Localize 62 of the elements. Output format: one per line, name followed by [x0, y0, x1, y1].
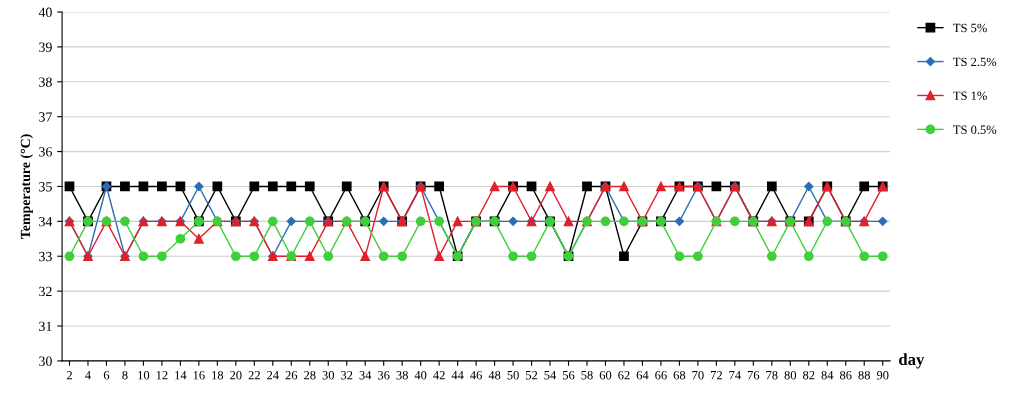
x-tick-label: 50	[507, 370, 519, 380]
x-tick-label: 10	[138, 370, 150, 380]
legend-label: TS 0.5%	[953, 125, 997, 134]
legend-label: TS 1%	[953, 91, 987, 101]
x-tick-label: 54	[544, 371, 557, 380]
y-tick-label: 33	[39, 251, 52, 262]
x-tick-label: 32	[341, 371, 353, 380]
x-tick-label: 38	[396, 370, 408, 380]
x-tick-label: 16	[193, 371, 205, 380]
y-tick-label: 35	[39, 182, 52, 192]
x-tick-label: 26	[285, 371, 298, 380]
x-tick-label: 76	[747, 371, 760, 380]
y-axis-title: Temperature (°C)	[20, 134, 33, 239]
x-tick-label: 46	[470, 371, 482, 380]
x-tick-label: 44	[451, 371, 464, 380]
x-tick-label: 62	[618, 371, 630, 380]
x-tick-label: 6	[103, 371, 110, 380]
x-tick-label: 74	[729, 371, 741, 380]
x-tick-label: 66	[655, 371, 667, 380]
x-tick-label: 52	[526, 371, 538, 380]
x-tick-label: 36	[378, 371, 390, 380]
x-tick-label: 12	[156, 371, 168, 380]
x-tick-label: 24	[267, 371, 279, 380]
x-tick-label: 88	[858, 370, 870, 380]
x-tick-label: 64	[636, 371, 649, 380]
x-tick-label: 48	[488, 370, 501, 380]
y-tick-label: 37	[39, 112, 52, 122]
y-tick-label: 30	[39, 356, 52, 366]
x-tick-label: 90	[876, 370, 889, 380]
x-tick-label: 58	[581, 370, 593, 380]
x-tick-label: 86	[839, 370, 852, 380]
x-tick-label: 78	[766, 370, 778, 380]
x-tick-label: 30	[322, 370, 335, 380]
y-tick-label: 38	[39, 77, 52, 87]
x-tick-label: 60	[599, 370, 612, 380]
x-tick-label: 70	[692, 370, 704, 380]
x-tick-label: 28	[304, 370, 316, 380]
x-tick-label: 14	[175, 371, 187, 380]
x-tick-label: 18	[212, 370, 224, 380]
legend-label: TS 2.5%	[953, 57, 997, 67]
x-tick-label: 22	[248, 371, 260, 380]
x-tick-label: 68	[673, 370, 686, 380]
x-tick-label: 56	[562, 371, 575, 380]
y-tick-label: 32	[39, 286, 52, 297]
y-tick-label: 40	[38, 7, 52, 17]
y-tick-label: 36	[39, 147, 52, 157]
y-tick-label: 39	[39, 42, 52, 52]
y-tick-label: 34	[39, 216, 53, 227]
x-axis-title: day	[899, 353, 925, 369]
x-tick-label: 40	[414, 370, 427, 380]
x-tick-label: 82	[803, 370, 815, 380]
x-tick-label: 8	[122, 370, 128, 380]
x-tick-label: 2	[66, 371, 72, 380]
x-tick-label: 42	[433, 371, 445, 380]
x-tick-label: 80	[784, 370, 797, 380]
x-tick-label: 20	[230, 370, 242, 380]
x-tick-label: 34	[359, 371, 372, 380]
x-tick-label: 84	[821, 370, 834, 380]
x-tick-label: 72	[710, 371, 722, 380]
y-tick-label: 31	[39, 321, 52, 331]
x-tick-label: 4	[85, 371, 91, 380]
legend-label: TS 5%	[953, 23, 987, 33]
